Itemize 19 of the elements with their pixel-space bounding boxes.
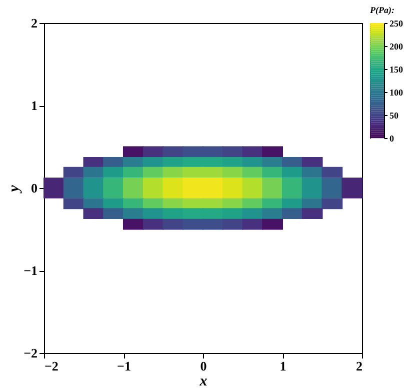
color-bar-label: 50 xyxy=(390,110,399,120)
y-tick-label: 2 xyxy=(31,16,38,30)
color-bar-title: P(Pa): xyxy=(370,5,394,15)
color-bar-label: 250 xyxy=(390,18,404,28)
color-bar-label: 0 xyxy=(390,134,394,144)
color-bar-label: 100 xyxy=(390,88,404,98)
y-tick-label: −2 xyxy=(24,346,38,360)
x-tick-label: 2 xyxy=(356,358,362,374)
y-tick-label: 0 xyxy=(31,180,38,196)
x-tick-label: −1 xyxy=(117,358,131,374)
y-tick-label: 1 xyxy=(31,98,38,113)
x-tick-label: −2 xyxy=(44,358,58,374)
color-bar-label: 150 xyxy=(390,64,404,74)
color-bar-label: 200 xyxy=(390,42,404,52)
x-axis-title: x xyxy=(198,374,208,388)
y-axis-title: y xyxy=(6,184,23,194)
x-tick-label: 1 xyxy=(280,358,286,374)
x-tick-label: 0 xyxy=(200,358,207,374)
y-tick-label: −1 xyxy=(24,263,38,278)
